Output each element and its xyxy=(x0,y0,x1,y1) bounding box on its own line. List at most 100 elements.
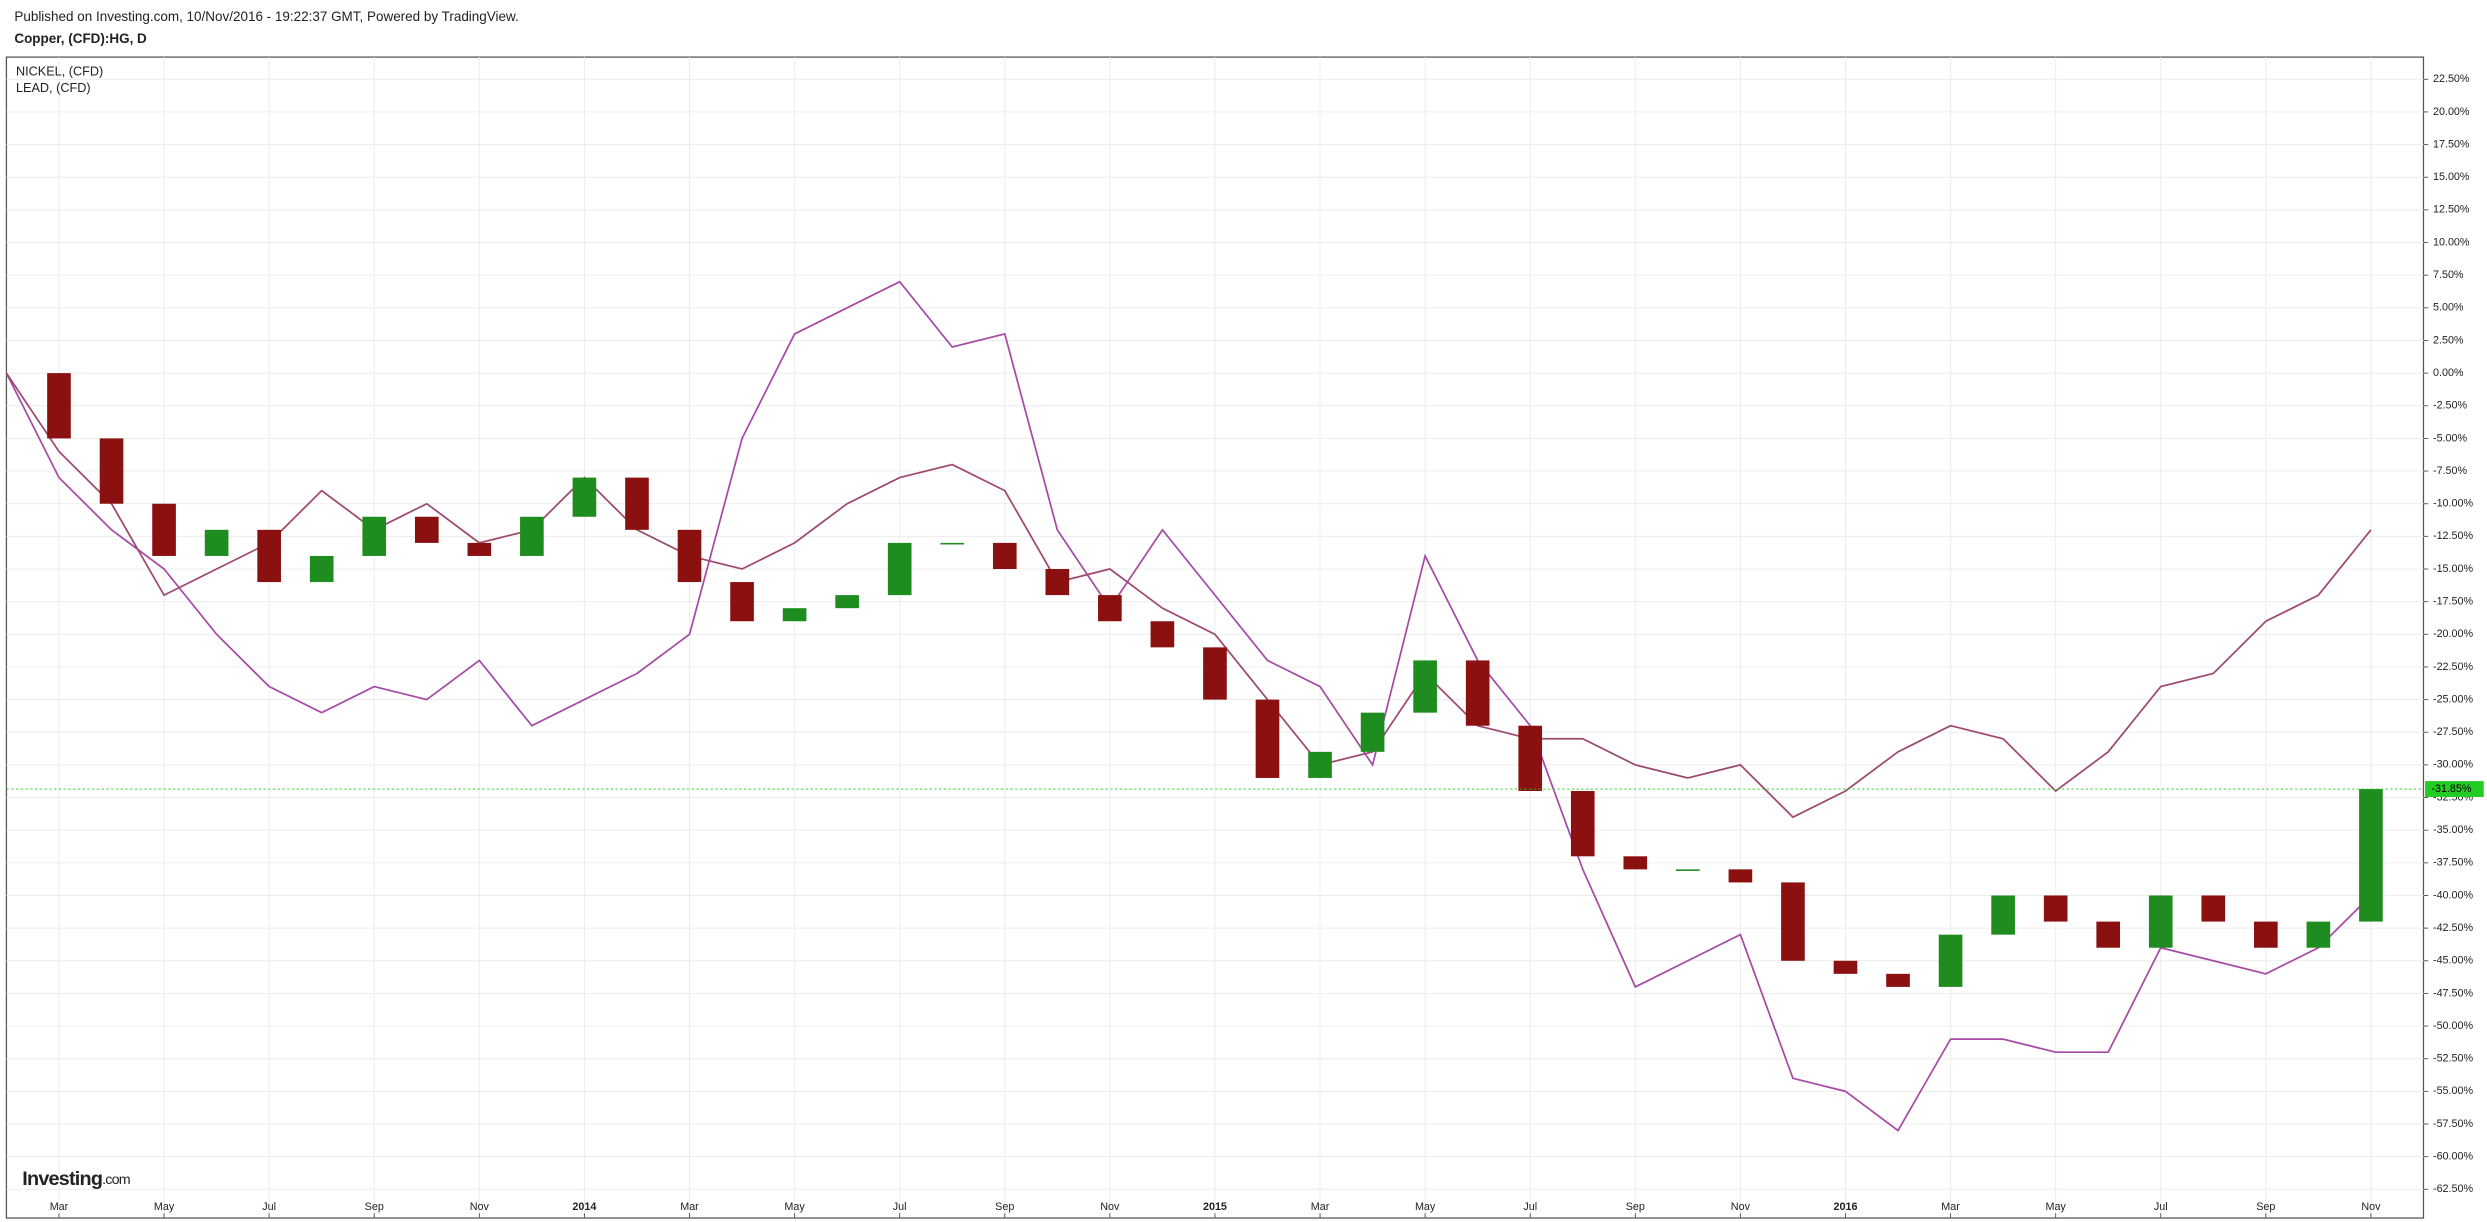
candle xyxy=(1308,751,1332,778)
candle xyxy=(730,582,754,622)
candle xyxy=(625,477,649,530)
y-tick-label: -5.00% xyxy=(2433,432,2468,444)
series-line xyxy=(5,280,2372,1132)
y-tick-label: 15.00% xyxy=(2433,171,2470,183)
candle xyxy=(2148,895,2173,948)
x-tick-label: Nov xyxy=(1100,1201,1120,1213)
last-price-label: -31.85% xyxy=(2431,783,2472,795)
candle xyxy=(1518,725,1543,792)
y-tick-label: -62.50% xyxy=(2433,1183,2474,1195)
y-tick-label: -15.00% xyxy=(2433,563,2474,575)
logo-name: Investing xyxy=(22,1168,102,1190)
y-tick-label: -27.50% xyxy=(2433,726,2474,738)
grid: 22.50% 20.00% 17.50% 15.00% 12.50% 10.00% 7.50… xyxy=(6,57,2474,1219)
candle xyxy=(887,542,912,596)
y-tick-label: 7.50% xyxy=(2433,269,2464,281)
candle xyxy=(467,542,492,556)
y-tick-label: -10.00% xyxy=(2433,498,2474,510)
y-tick-label: 2.50% xyxy=(2433,334,2464,346)
x-tick-label: 2016 xyxy=(1834,1201,1858,1213)
candle xyxy=(835,595,859,609)
legend-entry: NICKEL, (CFD) xyxy=(16,65,103,79)
logo-suffix: .com xyxy=(102,1172,130,1188)
x-tick-label: May xyxy=(154,1201,175,1213)
x-tick-label: Mar xyxy=(50,1201,69,1213)
y-tick-label: 10.00% xyxy=(2433,236,2470,248)
candle xyxy=(1203,647,1227,700)
x-tick-label: May xyxy=(784,1201,805,1213)
y-tick-label: -12.50% xyxy=(2433,530,2474,542)
y-tick-label: -42.50% xyxy=(2433,922,2474,934)
x-tick-label: Mar xyxy=(1941,1201,1960,1213)
x-tick-label: Sep xyxy=(2256,1201,2275,1213)
y-tick-label: -47.50% xyxy=(2433,987,2474,999)
y-tick-label: -7.50% xyxy=(2433,465,2468,477)
y-tick-label: 5.00% xyxy=(2433,302,2464,314)
x-tick-label: Nov xyxy=(2361,1201,2381,1213)
x-tick-label: Jul xyxy=(262,1201,276,1213)
y-tick-label: -45.00% xyxy=(2433,955,2474,967)
candle xyxy=(1045,569,1070,596)
candle xyxy=(47,373,71,439)
candle xyxy=(1360,712,1385,752)
x-tick-label: May xyxy=(2045,1201,2066,1213)
y-tick-label: -55.00% xyxy=(2433,1085,2474,1097)
y-tick-label: -52.50% xyxy=(2433,1053,2474,1065)
x-tick-label: Mar xyxy=(680,1201,699,1213)
candle xyxy=(1413,660,1437,713)
candle xyxy=(1098,595,1122,622)
y-tick-label: -20.00% xyxy=(2433,628,2474,640)
y-tick-label: -40.00% xyxy=(2433,889,2474,901)
candle xyxy=(520,516,544,556)
y-tick-label: -50.00% xyxy=(2433,1020,2474,1032)
series-line xyxy=(5,372,2372,819)
candle xyxy=(99,438,124,504)
x-tick-label: Sep xyxy=(365,1201,384,1213)
candle xyxy=(257,529,281,583)
x-tick-label: Jul xyxy=(893,1201,907,1213)
candle xyxy=(1833,960,1858,974)
candle xyxy=(362,516,387,556)
x-tick-label: Nov xyxy=(470,1201,490,1213)
candle xyxy=(152,503,176,556)
x-tick-label: 2014 xyxy=(572,1201,596,1213)
y-tick-label: -25.00% xyxy=(2433,693,2474,705)
y-tick-label: 20.00% xyxy=(2433,106,2470,118)
y-tick-label: 12.50% xyxy=(2433,204,2470,216)
y-tick-label: -2.50% xyxy=(2433,400,2468,412)
candle xyxy=(2201,895,2226,922)
candle xyxy=(309,555,334,583)
y-tick-label: 0.00% xyxy=(2433,367,2464,379)
logo: Investing.com xyxy=(22,1168,130,1190)
y-tick-label: -35.00% xyxy=(2433,824,2474,836)
candle xyxy=(1150,621,1175,648)
marks: -31.85% xyxy=(5,280,2484,1132)
y-tick-label: -37.50% xyxy=(2433,857,2474,869)
candle xyxy=(1623,856,1648,870)
y-tick-label: -22.50% xyxy=(2433,661,2474,673)
candle xyxy=(204,529,229,556)
x-tick-label: Sep xyxy=(1626,1201,1645,1213)
candle xyxy=(1728,869,1753,883)
candle xyxy=(2359,789,2383,922)
y-tick-label: -60.00% xyxy=(2433,1151,2474,1163)
candle xyxy=(1465,660,1490,726)
y-tick-label: 17.50% xyxy=(2433,138,2470,150)
y-tick-label: 22.50% xyxy=(2433,73,2470,85)
x-tick-label: Mar xyxy=(1311,1201,1330,1213)
candle xyxy=(1781,882,1805,961)
candle xyxy=(2254,921,2278,948)
candle xyxy=(1570,791,1595,857)
subtitle: Published on Investing.com, 10/Nov/2016 … xyxy=(14,9,518,24)
candle xyxy=(1255,699,1280,778)
y-tick-label: -57.50% xyxy=(2433,1118,2474,1130)
chart-title: Copper, (CFD):HG, D xyxy=(14,31,147,46)
last-price-box xyxy=(2425,781,2484,797)
x-tick-label: Jul xyxy=(1523,1201,1537,1213)
candle xyxy=(572,477,597,517)
candle xyxy=(1938,934,1963,987)
candle xyxy=(2043,895,2068,922)
x-tick-label: 2015 xyxy=(1203,1201,1227,1213)
candle xyxy=(1991,895,2015,935)
